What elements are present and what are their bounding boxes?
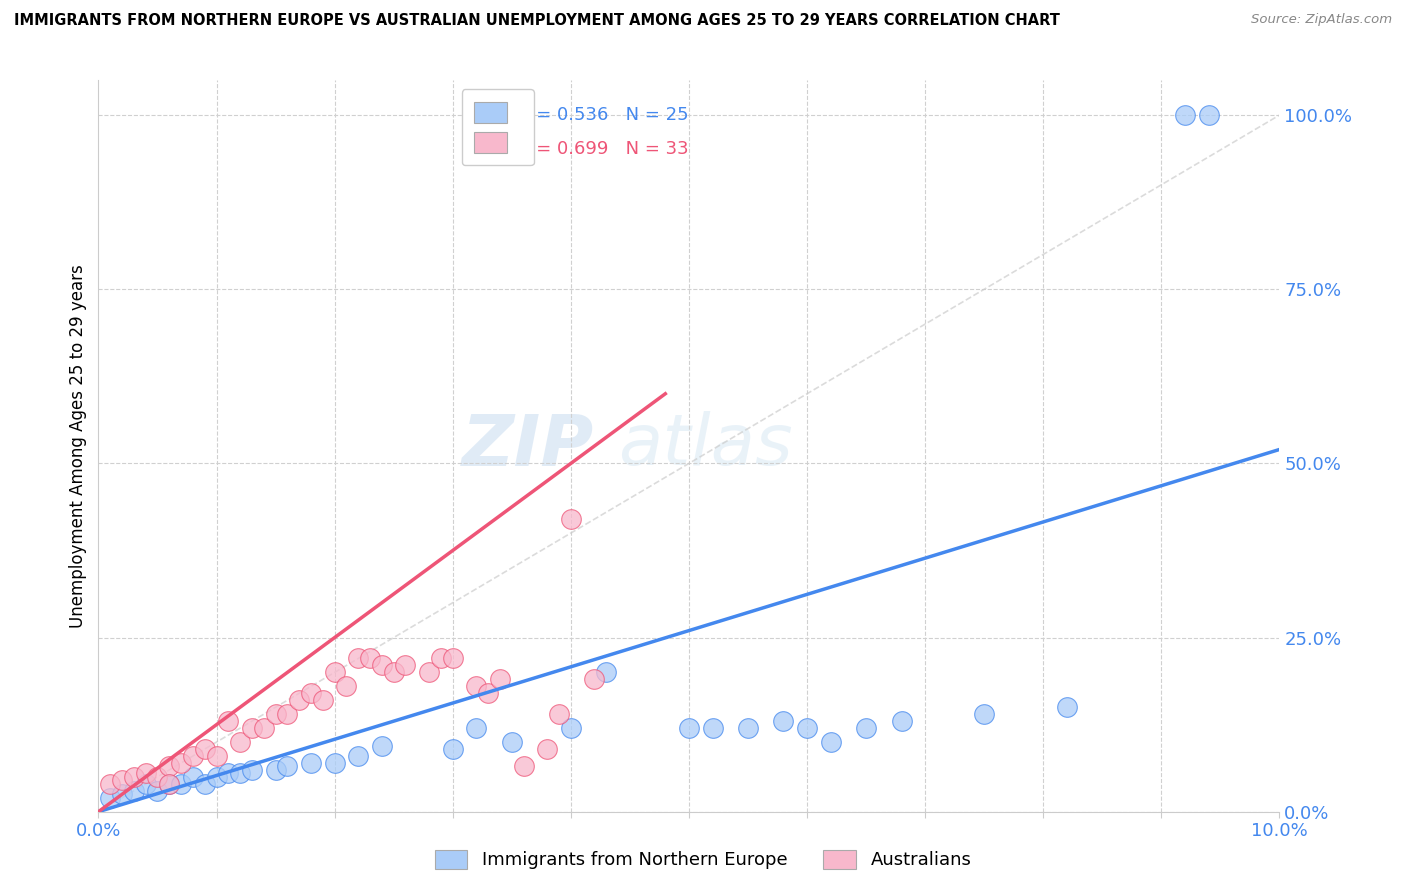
Text: R = 0.536   N = 25: R = 0.536 N = 25 xyxy=(517,106,689,124)
Point xyxy=(441,651,464,665)
Point xyxy=(489,673,512,687)
Point xyxy=(288,693,311,707)
Point xyxy=(323,756,346,770)
Point xyxy=(229,735,252,749)
Point xyxy=(512,759,534,773)
Point xyxy=(772,714,794,728)
Point xyxy=(264,707,287,722)
Point xyxy=(217,714,239,728)
Text: atlas: atlas xyxy=(619,411,793,481)
Y-axis label: Unemployment Among Ages 25 to 29 years: Unemployment Among Ages 25 to 29 years xyxy=(69,264,87,628)
Point xyxy=(299,756,322,770)
Point xyxy=(347,651,370,665)
Point xyxy=(229,766,252,780)
Point xyxy=(217,766,239,780)
Point xyxy=(299,686,322,700)
Point xyxy=(371,658,394,673)
Point xyxy=(1198,108,1220,122)
Point xyxy=(276,759,298,773)
Point xyxy=(501,735,523,749)
Point xyxy=(536,742,558,756)
Point xyxy=(312,693,335,707)
Point xyxy=(264,763,287,777)
Point xyxy=(111,787,134,801)
Point xyxy=(1056,700,1078,714)
Point xyxy=(465,679,488,693)
Point xyxy=(595,665,617,680)
Text: ZIP: ZIP xyxy=(463,411,595,481)
Point xyxy=(702,721,724,735)
Point xyxy=(394,658,416,673)
Point xyxy=(441,742,464,756)
Point xyxy=(323,665,346,680)
Point xyxy=(276,707,298,722)
Point xyxy=(98,777,121,791)
Point xyxy=(465,721,488,735)
Point xyxy=(157,777,180,791)
Point xyxy=(194,742,217,756)
Point xyxy=(371,739,394,753)
Point xyxy=(583,673,606,687)
Point xyxy=(240,721,263,735)
Point xyxy=(430,651,453,665)
Point xyxy=(855,721,877,735)
Point xyxy=(418,665,440,680)
Point xyxy=(737,721,759,735)
Text: Source: ZipAtlas.com: Source: ZipAtlas.com xyxy=(1251,13,1392,27)
Point xyxy=(548,707,571,722)
Point xyxy=(359,651,381,665)
Point xyxy=(678,721,700,735)
Point xyxy=(347,749,370,764)
Point xyxy=(477,686,499,700)
Text: R = 0.699   N = 33: R = 0.699 N = 33 xyxy=(517,140,689,158)
Point xyxy=(157,759,180,773)
Legend: Immigrants from Northern Europe, Australians: Immigrants from Northern Europe, Austral… xyxy=(426,840,980,879)
Point xyxy=(560,512,582,526)
Point xyxy=(253,721,276,735)
Point xyxy=(335,679,357,693)
Point xyxy=(560,721,582,735)
Point xyxy=(111,773,134,788)
Point xyxy=(122,784,145,798)
Point xyxy=(181,749,204,764)
Point xyxy=(170,777,193,791)
Point xyxy=(796,721,818,735)
Point xyxy=(205,770,228,784)
Point xyxy=(240,763,263,777)
Point xyxy=(181,770,204,784)
Point xyxy=(170,756,193,770)
Point xyxy=(157,777,180,791)
Point xyxy=(382,665,405,680)
Point xyxy=(98,790,121,805)
Legend: , : , xyxy=(461,89,534,165)
Point xyxy=(194,777,217,791)
Point xyxy=(146,770,169,784)
Point xyxy=(146,784,169,798)
Point xyxy=(135,777,157,791)
Point xyxy=(122,770,145,784)
Point xyxy=(820,735,842,749)
Point xyxy=(1174,108,1197,122)
Point xyxy=(135,766,157,780)
Point xyxy=(890,714,912,728)
Point xyxy=(973,707,995,722)
Point xyxy=(205,749,228,764)
Text: IMMIGRANTS FROM NORTHERN EUROPE VS AUSTRALIAN UNEMPLOYMENT AMONG AGES 25 TO 29 Y: IMMIGRANTS FROM NORTHERN EUROPE VS AUSTR… xyxy=(14,13,1060,29)
